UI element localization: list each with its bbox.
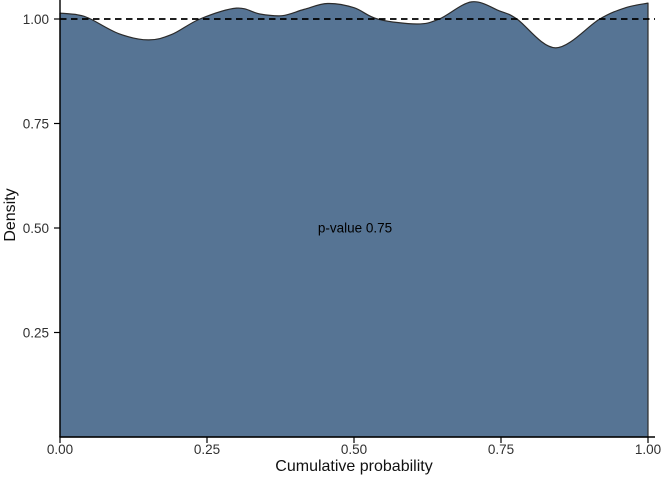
- y-tick-label: 0.25: [23, 325, 49, 340]
- x-tick-label: 0.50: [341, 442, 367, 457]
- x-tick-label: 0.75: [488, 442, 514, 457]
- y-tick-label: 1.00: [23, 12, 49, 27]
- x-axis-title: Cumulative probability: [275, 458, 433, 475]
- x-tick-label: 0.25: [194, 442, 220, 457]
- x-tick-label: 1.00: [635, 442, 661, 457]
- y-axis-title: Density: [2, 188, 19, 242]
- y-tick-label: 0.75: [23, 116, 49, 131]
- density-area: [59, 1, 649, 438]
- x-tick-label: 0.00: [47, 442, 73, 457]
- annotation-pvalue: p-value 0.75: [317, 220, 393, 236]
- y-tick-label: 0.50: [23, 221, 49, 236]
